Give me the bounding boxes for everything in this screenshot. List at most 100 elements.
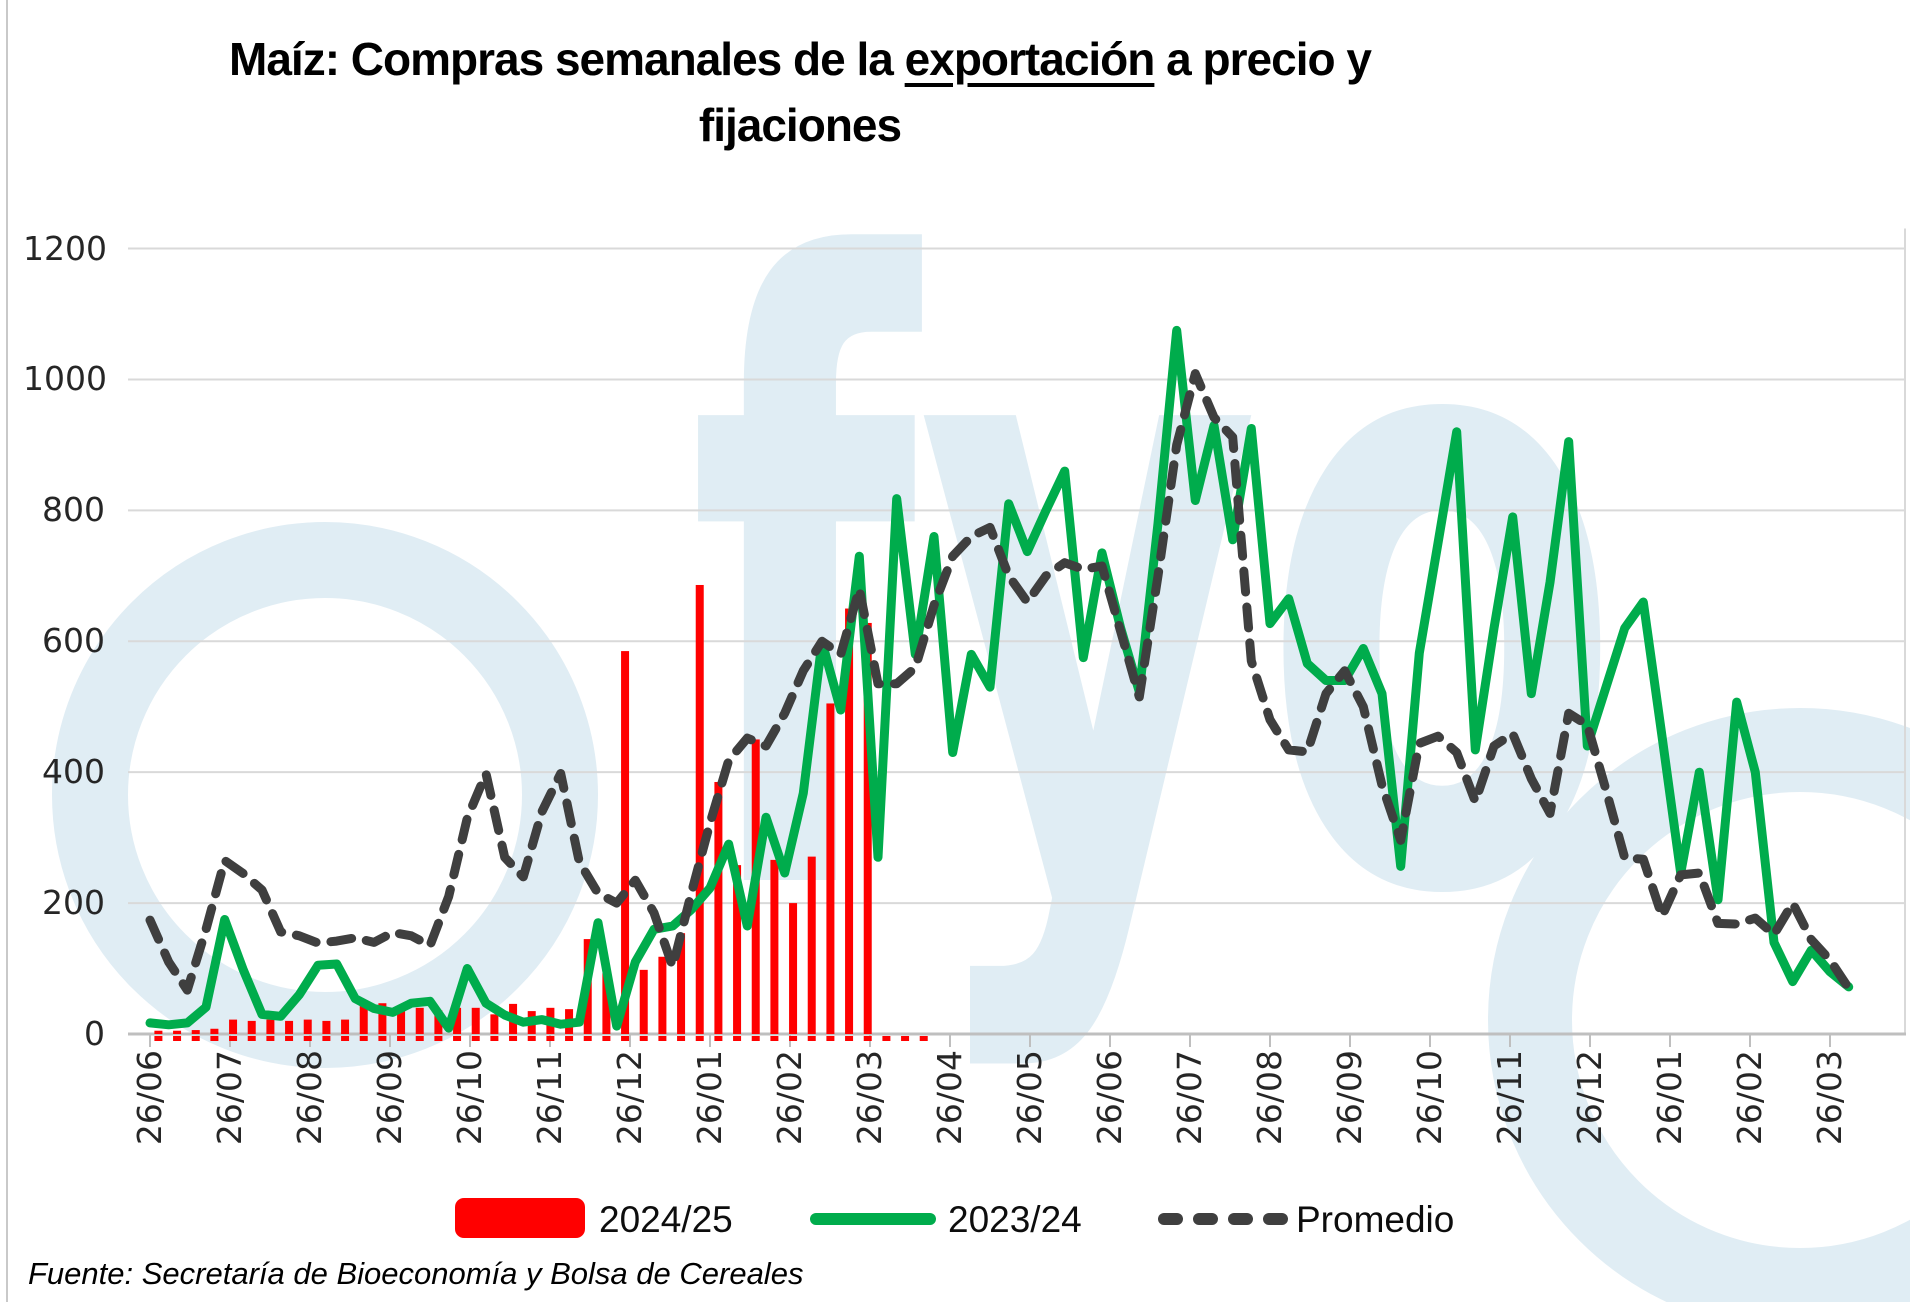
x-axis-label: 26/10 bbox=[450, 1050, 489, 1146]
x-axis-label: 26/02 bbox=[1730, 1050, 1769, 1146]
bar-baseline-stub bbox=[583, 1036, 592, 1041]
bar-baseline-stub bbox=[658, 1036, 667, 1041]
x-axis-label: 26/02 bbox=[770, 1050, 809, 1146]
bar-2024-25 bbox=[453, 1007, 462, 1034]
bar-baseline-stub bbox=[378, 1036, 387, 1041]
legend-swatch-2023-24[interactable] bbox=[810, 1213, 936, 1225]
bar-baseline-stub bbox=[807, 1036, 816, 1041]
bar-baseline-stub bbox=[415, 1036, 424, 1041]
bar-baseline-stub bbox=[863, 1036, 872, 1041]
bar-baseline-stub bbox=[453, 1036, 462, 1041]
title-part2: a precio y bbox=[1154, 33, 1372, 85]
bar-baseline-stub bbox=[154, 1036, 163, 1041]
legend-swatch-2024-25[interactable] bbox=[455, 1198, 585, 1238]
y-axis-label: 1200 bbox=[23, 228, 107, 268]
bar-baseline-stub bbox=[789, 1036, 798, 1041]
legend-item-2024-25[interactable]: 2024/25 bbox=[599, 1199, 733, 1240]
x-axis-label: 26/09 bbox=[370, 1050, 409, 1146]
bar-2024-25 bbox=[154, 1030, 163, 1034]
watermark-ring bbox=[1488, 708, 1910, 1302]
bar-baseline-stub bbox=[303, 1036, 312, 1041]
x-axis-label: 26/07 bbox=[210, 1050, 249, 1146]
bar-2024-25 bbox=[266, 1019, 275, 1034]
legend-item-2023-24[interactable]: 2023/24 bbox=[948, 1199, 1082, 1240]
bar-baseline-stub bbox=[285, 1036, 294, 1041]
x-axis-label: 26/04 bbox=[930, 1050, 969, 1146]
bar-baseline-stub bbox=[751, 1036, 760, 1041]
bar-baseline-stub bbox=[770, 1036, 779, 1041]
bar-baseline-stub bbox=[621, 1036, 630, 1041]
title-line2: fijaciones bbox=[698, 99, 902, 151]
bar-2024-25 bbox=[621, 651, 630, 1034]
bar-2024-25 bbox=[490, 1014, 499, 1034]
bar-2024-25 bbox=[770, 859, 779, 1034]
x-axis-label: 26/01 bbox=[690, 1050, 729, 1146]
bar-2024-25 bbox=[863, 622, 872, 1034]
bar-2024-25 bbox=[415, 1007, 424, 1034]
bar-2024-25 bbox=[845, 608, 854, 1034]
y-axis-label: 200 bbox=[42, 883, 105, 923]
bar-baseline-stub bbox=[639, 1036, 648, 1041]
bar-baseline-stub bbox=[546, 1036, 555, 1041]
x-axis-label: 26/05 bbox=[1010, 1050, 1049, 1146]
bar-2024-25 bbox=[247, 1020, 256, 1034]
bar-2024-25 bbox=[677, 933, 686, 1034]
y-axis-label: 400 bbox=[42, 752, 105, 792]
y-axis-label: 0 bbox=[84, 1014, 105, 1053]
x-axis-label: 26/12 bbox=[1570, 1050, 1609, 1146]
bar-2024-25 bbox=[807, 856, 816, 1034]
bar-2024-25 bbox=[658, 956, 667, 1034]
bar-baseline-stub bbox=[565, 1036, 574, 1041]
bar-2024-25 bbox=[602, 973, 611, 1034]
bar-baseline-stub bbox=[210, 1036, 219, 1041]
bar-baseline-stub bbox=[509, 1036, 518, 1041]
bar-2024-25 bbox=[359, 1003, 368, 1034]
legend-item-promedio[interactable]: Promedio bbox=[1296, 1199, 1455, 1240]
x-axis-label: 26/08 bbox=[290, 1050, 329, 1146]
x-axis-label: 26/11 bbox=[1490, 1050, 1529, 1146]
x-axis-label: 26/11 bbox=[530, 1050, 569, 1146]
bar-2024-25 bbox=[341, 1019, 350, 1034]
legend-swatch-promedio[interactable] bbox=[1158, 1213, 1288, 1225]
line-2023-24 bbox=[145, 325, 1854, 1033]
bar-2024-25 bbox=[322, 1020, 331, 1034]
bar-baseline-stub bbox=[490, 1036, 499, 1041]
bar-baseline-stub bbox=[733, 1036, 742, 1041]
window-edge-line bbox=[6, 0, 8, 1302]
bar-2024-25 bbox=[191, 1030, 200, 1034]
bar-baseline-stub bbox=[826, 1036, 835, 1041]
bar-2024-25 bbox=[397, 1009, 406, 1034]
bar-baseline-stub bbox=[527, 1036, 536, 1041]
y-axis-label: 1000 bbox=[23, 359, 107, 399]
bar-baseline-stub bbox=[901, 1036, 910, 1041]
x-axis-label: 26/12 bbox=[610, 1050, 649, 1146]
line-promedio bbox=[145, 369, 1854, 995]
x-axis-label: 26/06 bbox=[1090, 1050, 1129, 1146]
bar-baseline-stub bbox=[695, 1036, 704, 1041]
bar-2024-25 bbox=[639, 969, 648, 1034]
x-axis-label: 26/07 bbox=[1170, 1050, 1209, 1146]
bar-2024-25 bbox=[285, 1020, 294, 1034]
x-axis-label: 26/01 bbox=[1650, 1050, 1689, 1146]
x-axis-label: 26/10 bbox=[1410, 1050, 1449, 1146]
x-axis-label: 26/06 bbox=[130, 1050, 169, 1146]
bar-2024-25 bbox=[789, 903, 798, 1034]
bar-baseline-stub bbox=[919, 1036, 928, 1041]
bar-2024-25 bbox=[378, 1003, 387, 1034]
bar-baseline-stub bbox=[173, 1036, 182, 1041]
bar-2024-25 bbox=[714, 781, 723, 1034]
bar-baseline-stub bbox=[397, 1036, 406, 1041]
bar-baseline-stub bbox=[714, 1036, 723, 1041]
bar-baseline-stub bbox=[341, 1036, 350, 1041]
x-axis-label: 26/03 bbox=[1810, 1050, 1849, 1146]
bar-baseline-stub bbox=[359, 1036, 368, 1041]
bar-baseline-stub bbox=[229, 1036, 238, 1041]
y-axis-label: 800 bbox=[42, 490, 105, 530]
bar-baseline-stub bbox=[602, 1036, 611, 1041]
bar-2024-25 bbox=[471, 1007, 480, 1034]
source-note: Fuente: Secretaría de Bioeconomía y Bols… bbox=[28, 1256, 804, 1291]
bar-2024-25 bbox=[695, 584, 704, 1034]
bar-baseline-stub bbox=[882, 1036, 891, 1041]
